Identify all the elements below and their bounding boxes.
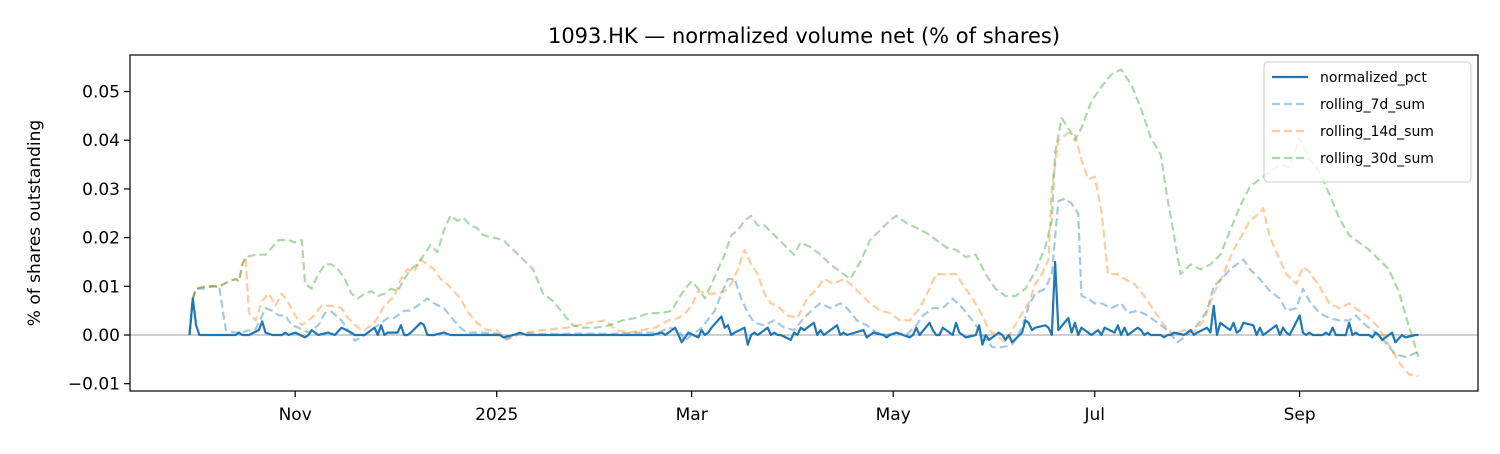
series-line-rolling-30d-sum [188, 68, 1420, 358]
legend-box [1263, 61, 1472, 183]
series-layer [188, 68, 1420, 378]
y-tick-label: 0.01 [82, 277, 120, 297]
series-line-rolling-7d-sum [188, 197, 1419, 358]
x-tick-label: Mar [676, 405, 708, 425]
y-tick-label: 0.00 [82, 326, 120, 346]
y-axis: −0.01 0.00 0.01 0.02 0.03 0.04 0.05 [68, 83, 130, 395]
x-tick-label: May [876, 405, 911, 425]
y-tick-label: 0.05 [82, 83, 120, 103]
series-line-rolling-14d-sum [188, 131, 1419, 378]
series-line-normalized-pct [188, 260, 1419, 346]
legend-label: normalized_pct [1320, 70, 1427, 86]
x-tick-label: Sep [1284, 405, 1316, 425]
legend-label: rolling_7d_sum [1320, 97, 1425, 113]
legend-label: rolling_14d_sum [1320, 124, 1434, 140]
x-tick-label: 2025 [475, 405, 518, 425]
legend: normalized_pct rolling_7d_sum rolling_14d_… [1263, 61, 1472, 183]
y-tick-label: 0.04 [82, 131, 120, 151]
plot-frame [129, 54, 1479, 392]
y-tick-label: 0.02 [82, 229, 120, 249]
x-tick-label: Jul [1083, 405, 1105, 425]
y-tick-label: 0.03 [82, 180, 120, 200]
y-tick-label: −0.01 [68, 375, 120, 395]
legend-label: rolling_30d_sum [1320, 151, 1434, 167]
x-axis: Nov 2025 Mar May Jul Sep [279, 391, 1316, 425]
x-tick-label: Nov [279, 405, 312, 425]
y-axis-label: % of shares outstanding [25, 120, 45, 326]
chart-title: 1093.HK — normalized volume net (% of sh… [548, 24, 1060, 48]
